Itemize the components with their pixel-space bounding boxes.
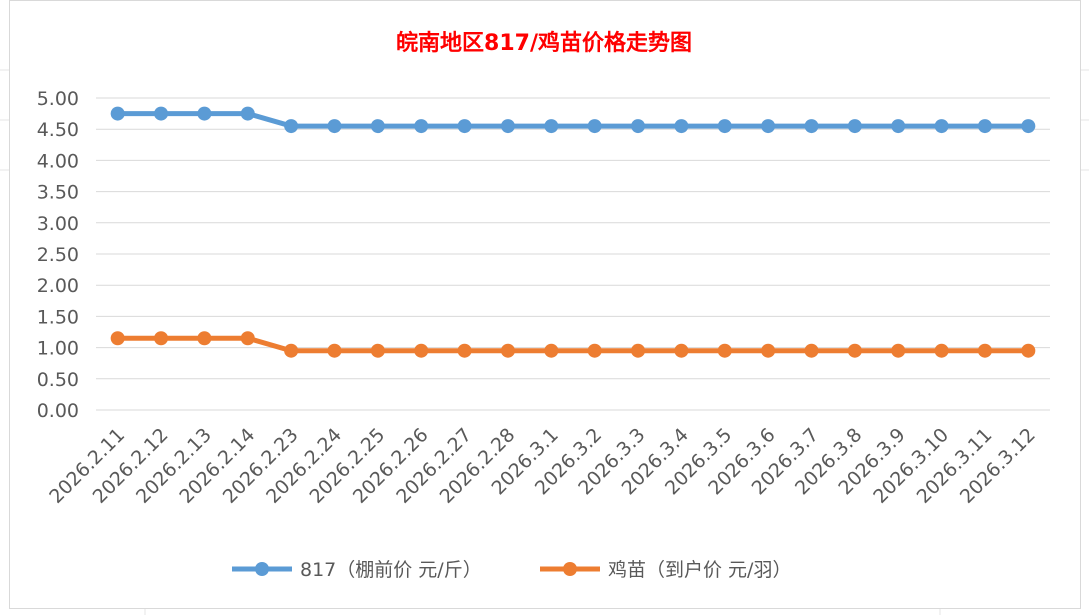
data-point [847,119,862,134]
data-point [370,119,385,134]
legend-label: 鸡苗（到户价 元/羽） [608,559,791,581]
series-1 [110,106,1036,134]
data-point [891,343,906,358]
series-line [117,111,1029,129]
data-point [500,119,515,134]
y-tick-label: 2.00 [37,275,79,297]
legend: 817（棚前价 元/斤） 鸡苗（到户价 元/羽） [232,559,791,581]
data-point [631,343,646,358]
data-point [457,119,472,134]
data-point [934,119,949,134]
data-point [327,343,342,358]
data-point [457,343,472,358]
data-point [284,119,299,134]
data-point [891,119,906,134]
y-tick-label: 5.00 [37,88,79,110]
y-tick-label: 2.50 [37,244,79,266]
data-point [110,331,125,346]
y-tick-label: 0.50 [37,369,79,391]
chart-title: 皖南地区817/鸡苗价格走势图 [396,30,692,56]
y-tick-label: 3.50 [37,182,79,204]
data-point [414,119,429,134]
y-axis: 0.00 0.50 1.00 1.50 2.00 2.50 3.00 3.50 4.00 4.50… [37,88,79,422]
data-point [197,106,212,121]
series-layer [110,106,1036,358]
data-point [934,343,949,358]
data-point [674,343,689,358]
y-tick-label: 4.50 [37,119,79,141]
data-point [500,343,515,358]
data-point [674,119,689,134]
data-point [717,343,732,358]
data-point [1021,119,1036,134]
data-point [414,343,429,358]
data-point [977,343,992,358]
data-point [110,106,125,121]
legend-marker [563,562,577,576]
legend-item-1: 817（棚前价 元/斤） [232,559,482,581]
data-point [154,106,169,121]
series-line [117,335,1029,354]
data-point [717,119,732,134]
y-tick-label: 3.00 [37,213,79,235]
data-point [847,343,862,358]
data-point [804,343,819,358]
data-point [240,331,255,346]
y-tick-label: 1.00 [37,338,79,360]
data-point [804,119,819,134]
data-point [587,343,602,358]
y-tick-label: 1.50 [37,306,79,328]
data-point [284,343,299,358]
data-point [1021,343,1036,358]
legend-label: 817（棚前价 元/斤） [300,559,482,581]
y-tick-label: 4.00 [37,150,79,172]
gridlines [96,97,1050,411]
data-point [544,343,559,358]
data-point [154,331,169,346]
legend-marker [255,562,269,576]
data-point [327,119,342,134]
data-point [370,343,385,358]
chart-frame [9,0,1081,609]
data-point [761,119,776,134]
x-axis: 2026.2.112026.2.122026.2.132026.2.142026… [45,424,1040,508]
data-point [631,119,646,134]
data-point [240,106,255,121]
y-tick-label: 0.00 [37,400,79,422]
legend-item-2: 鸡苗（到户价 元/羽） [540,559,791,581]
data-point [977,119,992,134]
data-point [761,343,776,358]
data-point [197,331,212,346]
data-point [587,119,602,134]
series-2 [110,331,1036,358]
data-point [544,119,559,134]
